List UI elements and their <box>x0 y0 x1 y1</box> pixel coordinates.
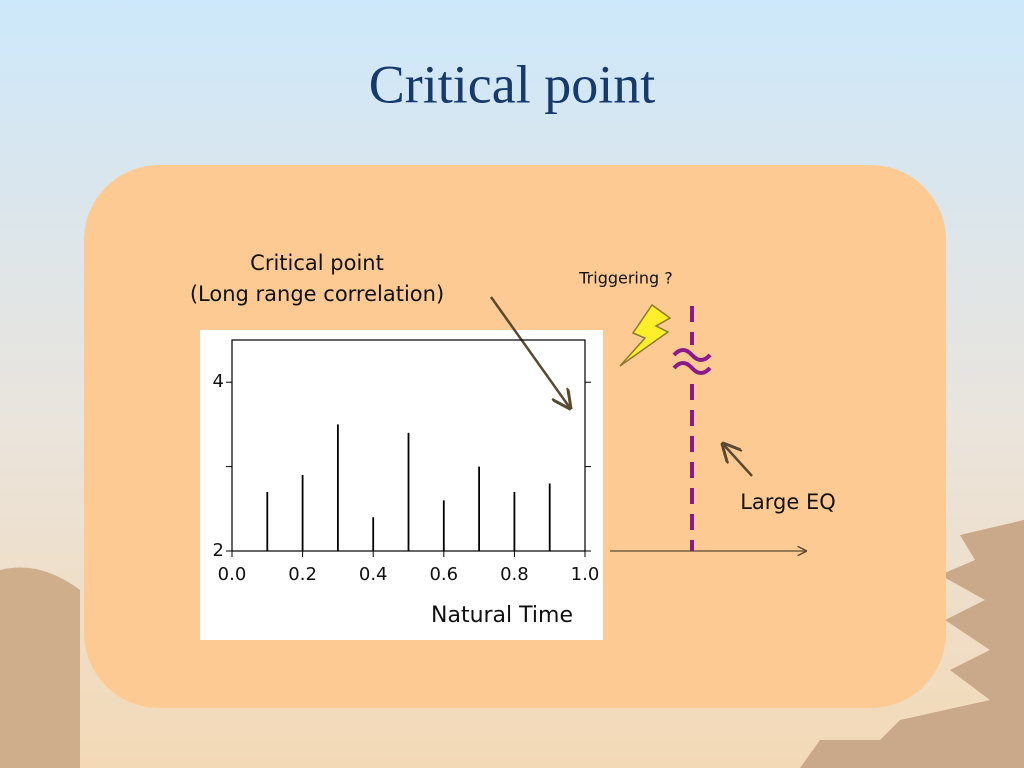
x-tick-label: 0.6 <box>429 564 458 585</box>
x-tick-label: 0.4 <box>359 564 388 585</box>
annotation: Large EQ <box>740 490 836 514</box>
arrow <box>723 444 753 477</box>
pagoda-silhouette <box>800 520 1024 768</box>
annotation: Triggering ? <box>578 269 673 288</box>
x-axis-label: Natural Time <box>431 603 573 628</box>
x-tick-label: 0.0 <box>218 564 247 585</box>
x-tick-label: 0.2 <box>288 564 317 585</box>
break-symbol <box>672 348 712 375</box>
y-tick-label: 2 <box>213 540 224 561</box>
y-tick-label: 4 <box>213 371 224 392</box>
x-tick-label: 1.0 <box>571 564 600 585</box>
annotation: Critical point <box>250 251 384 275</box>
chart-background <box>200 330 603 640</box>
x-tick-label: 0.8 <box>500 564 529 585</box>
arrow <box>489 296 570 408</box>
lightning <box>619 303 672 367</box>
slide-title: Critical point <box>369 54 655 114</box>
hill <box>0 567 80 768</box>
annotation: (Long range correlation) <box>190 282 444 306</box>
